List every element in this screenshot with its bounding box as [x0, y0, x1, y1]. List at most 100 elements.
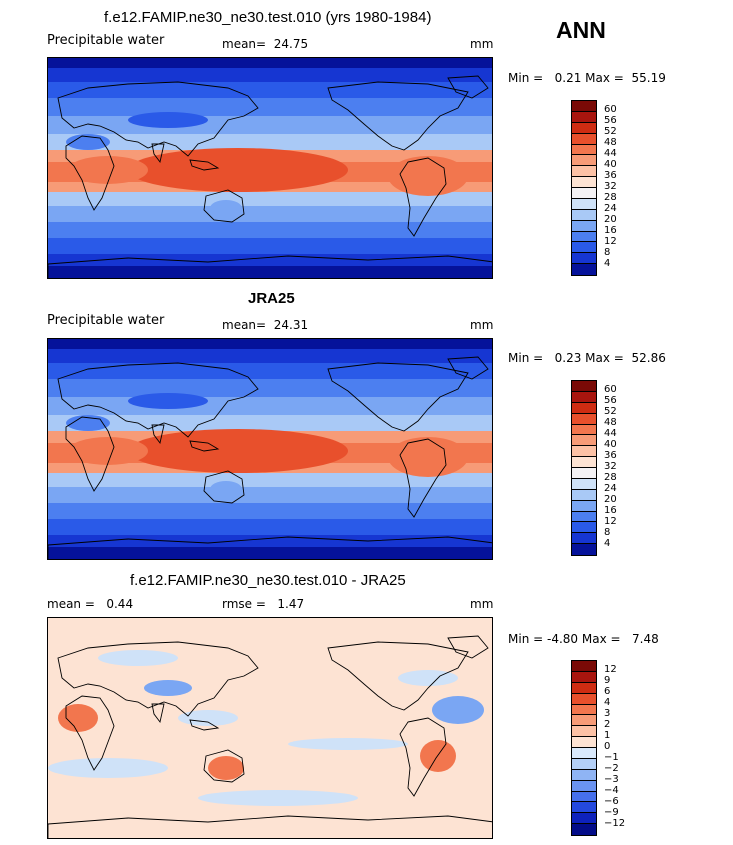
- colorbar-swatch: [572, 231, 596, 243]
- panel-1-map: [47, 57, 493, 279]
- colorbar-tick-label: 36: [604, 450, 617, 461]
- colorbar-swatch: [572, 220, 596, 232]
- colorbar-tick-label: 56: [604, 115, 617, 126]
- colorbar-swatch: [572, 101, 596, 112]
- colorbar-swatch: [572, 188, 596, 199]
- colorbar-swatch: [572, 715, 596, 727]
- panel-2-title: JRA25: [248, 290, 295, 307]
- panel-2-variable: Precipitable water: [47, 313, 165, 328]
- colorbar-swatch: [572, 522, 596, 534]
- panel-2-field-bands: [48, 339, 492, 559]
- panel-2-coastlines: [48, 356, 492, 559]
- colorbar-tick-label: 20: [604, 494, 617, 505]
- colorbar-tick-label: 24: [604, 203, 617, 214]
- colorbar-swatch: [572, 802, 596, 814]
- colorbar-swatch: [572, 468, 596, 479]
- colorbar-swatch: [572, 813, 596, 825]
- colorbar-tick-label: −9: [604, 807, 619, 818]
- colorbar-swatch: [572, 748, 596, 759]
- colorbar-tick-label: 32: [604, 461, 617, 472]
- colorbar-swatch: [572, 111, 596, 123]
- colorbar-swatch: [572, 391, 596, 403]
- panel-3-units: mm: [470, 597, 494, 611]
- colorbar-swatch: [572, 122, 596, 134]
- colorbar-tick-label: 48: [604, 137, 617, 148]
- season-label: ANN: [556, 17, 606, 43]
- colorbar-swatch: [572, 264, 596, 275]
- colorbar-swatch: [572, 769, 596, 781]
- colorbar-tick-label: −2: [604, 763, 619, 774]
- panel-3-minmax: Min = -4.80 Max = 7.48: [508, 632, 659, 646]
- colorbar-tick-label: 2: [604, 719, 611, 730]
- panel-3-mean: mean = 0.44: [47, 597, 134, 611]
- colorbar-tick-label: 36: [604, 170, 617, 181]
- colorbar-tick-label: 8: [604, 527, 611, 538]
- colorbar-tick-label: 12: [604, 516, 617, 527]
- colorbar-tick-label: 8: [604, 247, 611, 258]
- colorbar-swatch: [572, 446, 596, 458]
- colorbar-2: [571, 380, 597, 556]
- colorbar-swatch: [572, 682, 596, 694]
- colorbar-swatch: [572, 489, 596, 501]
- colorbar-swatch: [572, 726, 596, 738]
- panel-3-coastlines: [48, 635, 492, 838]
- panel-3-title: f.e12.FAMIP.ne30_ne30.test.010 - JRA25: [130, 572, 406, 589]
- colorbar-swatch: [572, 544, 596, 555]
- panel-3-map: [47, 617, 493, 839]
- colorbar-tick-label: 44: [604, 428, 617, 439]
- colorbar-tick-label: 12: [604, 236, 617, 247]
- colorbar-tick-label: −12: [604, 818, 626, 829]
- colorbar-swatch: [572, 424, 596, 436]
- colorbar-swatch: [572, 511, 596, 523]
- panel-1-mean: mean= 24.75: [222, 37, 309, 51]
- colorbar-swatch: [572, 457, 596, 468]
- colorbar-tick-label: 32: [604, 181, 617, 192]
- colorbar-swatch: [572, 758, 596, 770]
- colorbar-tick-label: 1: [604, 730, 611, 741]
- panel-1-title: f.e12.FAMIP.ne30_ne30.test.010 (yrs 1980…: [104, 9, 432, 26]
- panel-1-coastlines: [48, 75, 492, 278]
- colorbar-tick-label: 40: [604, 439, 617, 450]
- colorbar-tick-label: 4: [604, 258, 611, 269]
- colorbar-swatch: [572, 737, 596, 748]
- panel-2-minmax: Min = 0.23 Max = 52.86: [508, 351, 666, 365]
- colorbar-tick-label: 3: [604, 708, 611, 719]
- colorbar-tick-label: −3: [604, 774, 619, 785]
- colorbar-tick-label: 60: [604, 104, 617, 115]
- colorbar-tick-label: 52: [604, 406, 617, 417]
- colorbar-swatch: [572, 155, 596, 167]
- panel-2-mean: mean= 24.31: [222, 318, 309, 332]
- colorbar-swatch: [572, 144, 596, 156]
- colorbar-tick-label: 28: [604, 472, 617, 483]
- panel-2-map-svg: [48, 339, 492, 559]
- panel-1-map-svg: [48, 58, 492, 278]
- panel-2-map: [47, 338, 493, 560]
- colorbar-tick-label: 4: [604, 697, 611, 708]
- colorbar-tick-label: 16: [604, 225, 617, 236]
- colorbar-tick-label: 20: [604, 214, 617, 225]
- colorbar-swatch: [572, 209, 596, 221]
- panel-1-minmax: Min = 0.21 Max = 55.19: [508, 71, 666, 85]
- colorbar-tick-label: 4: [604, 538, 611, 549]
- colorbar-swatch: [572, 177, 596, 188]
- colorbar-tick-label: 16: [604, 505, 617, 516]
- colorbar-swatch: [572, 253, 596, 265]
- colorbar-tick-label: 40: [604, 159, 617, 170]
- colorbar-swatch: [572, 381, 596, 392]
- panel-3-map-svg: [48, 618, 492, 838]
- colorbar-swatch: [572, 533, 596, 545]
- colorbar-tick-label: 9: [604, 675, 611, 686]
- colorbar-swatch: [572, 704, 596, 716]
- panel-1-field-bands: [48, 58, 492, 278]
- colorbar-swatch: [572, 435, 596, 447]
- colorbar-tick-label: 12: [604, 664, 617, 675]
- colorbar-3: [571, 660, 597, 836]
- colorbar-tick-label: 52: [604, 126, 617, 137]
- colorbar-swatch: [572, 824, 596, 835]
- colorbar-tick-label: 0: [604, 741, 611, 752]
- colorbar-swatch: [572, 791, 596, 803]
- colorbar-swatch: [572, 693, 596, 705]
- colorbar-tick-label: 56: [604, 395, 617, 406]
- colorbar-swatch: [572, 413, 596, 425]
- colorbar-swatch: [572, 402, 596, 414]
